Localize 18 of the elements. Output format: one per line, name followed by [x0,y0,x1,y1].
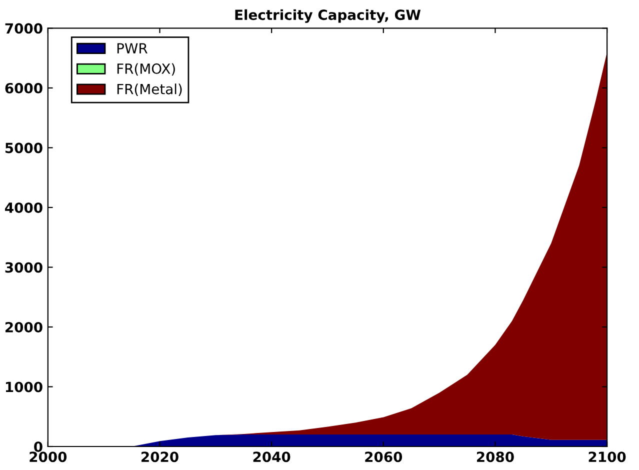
legend-label: FR(MOX) [117,63,175,76]
x-tick-label: 2040 [253,452,290,462]
x-tick-label: 2080 [476,452,514,462]
y-tick-label: 3000 [5,262,42,273]
x-tick-label: 2060 [365,452,402,462]
y-tick-label: 6000 [5,82,42,94]
x-tick-label: 2020 [142,452,178,462]
legend-label: PWR [117,43,148,54]
y-tick-label: 0 [34,441,42,452]
chart-title: Electricity Capacity, GW [235,9,421,23]
x-tick-label: 2000 [30,452,67,462]
y-tick-label: 1000 [6,382,42,392]
x-tick-label: 2100 [588,452,626,462]
y-tick-label: 7000 [5,23,42,34]
y-tick-label: 2000 [6,322,42,332]
y-tick-label: 5000 [5,142,42,154]
y-tick-label: 4000 [5,202,42,213]
legend-label: FR(Metal) [117,84,182,96]
